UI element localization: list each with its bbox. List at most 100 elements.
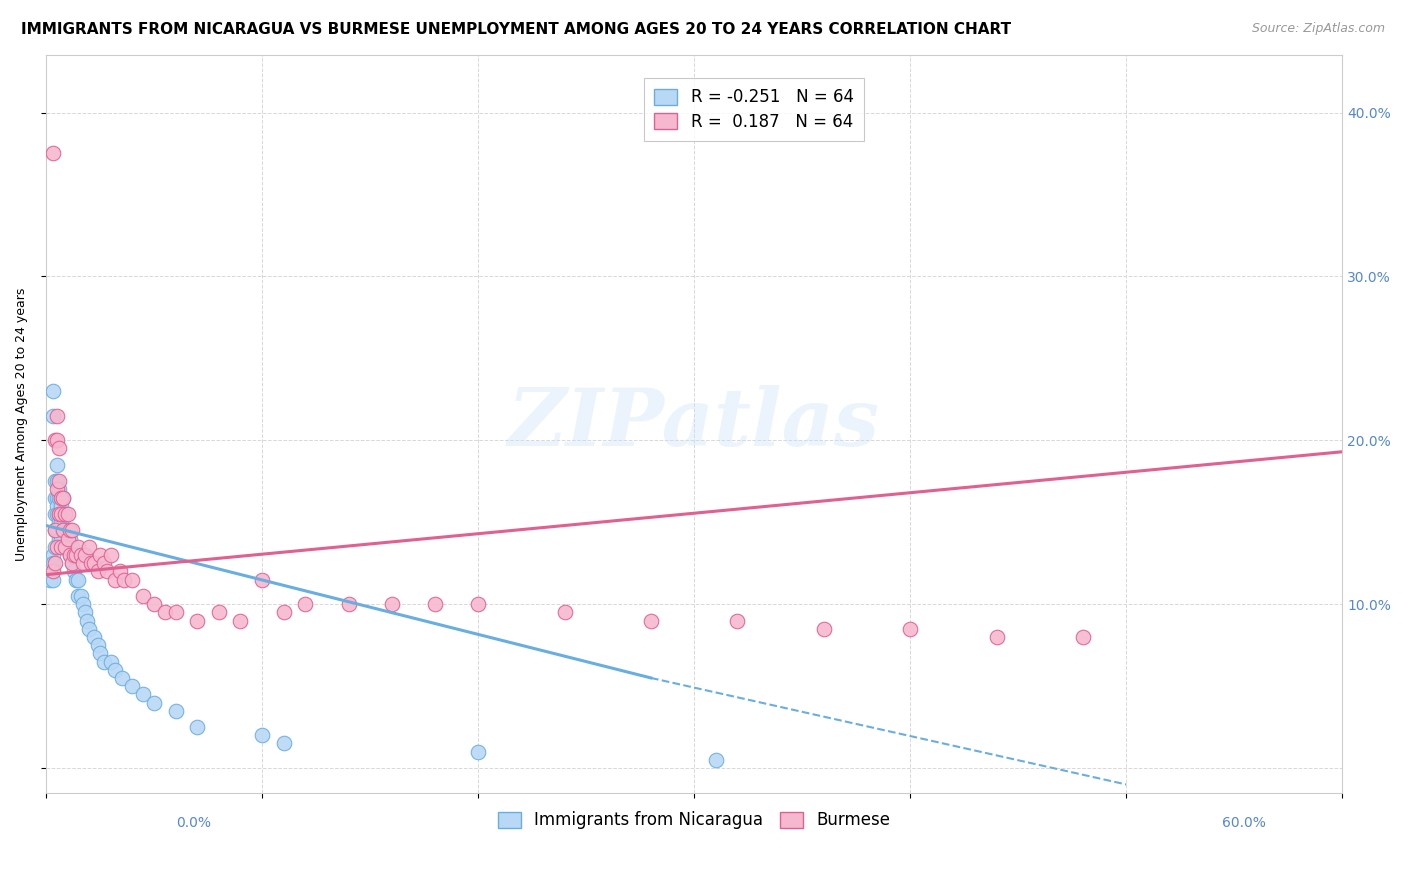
Point bbox=[273, 737, 295, 751]
Point bbox=[51, 515, 73, 529]
Point bbox=[60, 556, 83, 570]
Point bbox=[51, 491, 73, 505]
Point bbox=[51, 532, 73, 546]
Point bbox=[96, 565, 118, 579]
Point bbox=[83, 556, 105, 570]
Point bbox=[121, 573, 143, 587]
Point bbox=[55, 540, 77, 554]
Point bbox=[60, 524, 83, 538]
Point bbox=[229, 614, 252, 628]
Point bbox=[132, 687, 155, 701]
Point bbox=[77, 540, 100, 554]
Text: Source: ZipAtlas.com: Source: ZipAtlas.com bbox=[1251, 22, 1385, 36]
Point bbox=[83, 630, 105, 644]
Point bbox=[39, 573, 62, 587]
Point bbox=[48, 515, 70, 529]
Point bbox=[87, 565, 110, 579]
Point bbox=[250, 573, 273, 587]
Point bbox=[55, 524, 77, 538]
Point bbox=[44, 475, 66, 489]
Point bbox=[51, 499, 73, 513]
Point bbox=[48, 442, 70, 456]
Point bbox=[44, 507, 66, 521]
Point bbox=[104, 663, 127, 677]
Text: IMMIGRANTS FROM NICARAGUA VS BURMESE UNEMPLOYMENT AMONG AGES 20 TO 24 YEARS CORR: IMMIGRANTS FROM NICARAGUA VS BURMESE UNE… bbox=[21, 22, 1011, 37]
Point bbox=[45, 475, 67, 489]
Point bbox=[93, 655, 115, 669]
Point bbox=[100, 655, 122, 669]
Point bbox=[52, 491, 75, 505]
Point bbox=[48, 491, 70, 505]
Point bbox=[48, 475, 70, 489]
Point bbox=[89, 646, 111, 660]
Legend: Immigrants from Nicaragua, Burmese: Immigrants from Nicaragua, Burmese bbox=[491, 805, 897, 836]
Point bbox=[63, 565, 86, 579]
Point bbox=[69, 548, 91, 562]
Point bbox=[186, 614, 208, 628]
Point bbox=[45, 524, 67, 538]
Point bbox=[56, 524, 79, 538]
Point bbox=[55, 507, 77, 521]
Point bbox=[554, 606, 576, 620]
Point bbox=[986, 630, 1008, 644]
Point bbox=[45, 540, 67, 554]
Point bbox=[250, 728, 273, 742]
Point bbox=[208, 606, 231, 620]
Point bbox=[45, 507, 67, 521]
Point bbox=[63, 548, 86, 562]
Point bbox=[41, 146, 63, 161]
Point bbox=[51, 507, 73, 521]
Point bbox=[132, 589, 155, 603]
Point bbox=[45, 483, 67, 497]
Point bbox=[60, 540, 83, 554]
Point bbox=[725, 614, 748, 628]
Point bbox=[59, 548, 82, 562]
Point bbox=[59, 532, 82, 546]
Point bbox=[93, 556, 115, 570]
Point bbox=[87, 638, 110, 652]
Point bbox=[41, 556, 63, 570]
Point bbox=[76, 614, 98, 628]
Point bbox=[337, 597, 360, 611]
Point bbox=[186, 720, 208, 734]
Text: ZIPatlas: ZIPatlas bbox=[508, 385, 880, 463]
Point bbox=[73, 548, 96, 562]
Point bbox=[52, 507, 75, 521]
Point bbox=[51, 491, 73, 505]
Point bbox=[45, 491, 67, 505]
Point bbox=[41, 548, 63, 562]
Point bbox=[467, 597, 489, 611]
Point bbox=[45, 458, 67, 472]
Point bbox=[165, 606, 187, 620]
Point bbox=[59, 524, 82, 538]
Point bbox=[143, 696, 166, 710]
Point bbox=[100, 548, 122, 562]
Point bbox=[72, 556, 94, 570]
Point bbox=[56, 507, 79, 521]
Point bbox=[41, 565, 63, 579]
Point bbox=[467, 745, 489, 759]
Point bbox=[73, 606, 96, 620]
Point bbox=[273, 606, 295, 620]
Point bbox=[813, 622, 835, 636]
Point bbox=[48, 507, 70, 521]
Point bbox=[108, 565, 131, 579]
Point bbox=[67, 540, 90, 554]
Point bbox=[52, 491, 75, 505]
Point bbox=[65, 548, 87, 562]
Point bbox=[48, 507, 70, 521]
Point bbox=[44, 556, 66, 570]
Point bbox=[44, 491, 66, 505]
Point bbox=[44, 524, 66, 538]
Point bbox=[165, 704, 187, 718]
Point bbox=[72, 597, 94, 611]
Point bbox=[45, 434, 67, 448]
Point bbox=[89, 548, 111, 562]
Point bbox=[52, 524, 75, 538]
Point bbox=[39, 565, 62, 579]
Point bbox=[65, 573, 87, 587]
Point bbox=[59, 548, 82, 562]
Point bbox=[381, 597, 404, 611]
Point bbox=[77, 622, 100, 636]
Point bbox=[52, 524, 75, 538]
